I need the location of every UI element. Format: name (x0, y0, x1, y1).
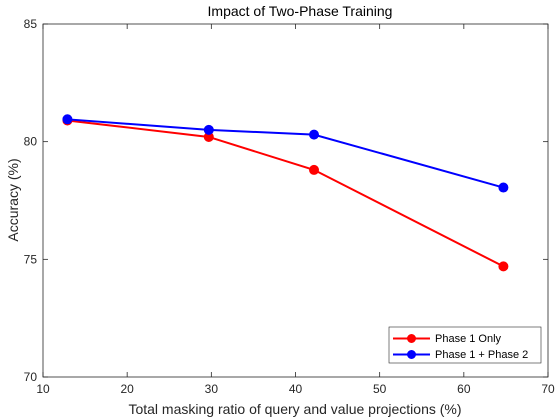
x-tick-label: 40 (289, 382, 303, 396)
series-layer (62, 114, 509, 272)
legend-entry-phase-1-only: Phase 1 Only (393, 333, 502, 345)
legend-entry-phase-1-plus-phase-2: Phase 1 + Phase 2 (393, 349, 528, 361)
y-axis-label: Accuracy (%) (5, 158, 21, 241)
data-point-phase-1-plus-phase-2 (62, 114, 73, 125)
data-point-phase-1-plus-phase-2 (309, 129, 320, 140)
chart-title: Impact of Two-Phase Training (208, 3, 393, 19)
series-phase-1-plus-phase-2 (62, 114, 509, 193)
data-point-phase-1-only (498, 261, 509, 272)
x-tick-label: 10 (36, 382, 50, 396)
y-tick-label: 75 (24, 252, 38, 266)
legend-marker-phase-1-only (407, 334, 416, 343)
series-line-phase-1-only (67, 119, 504, 268)
legend-label-phase-1-only: Phase 1 Only (435, 333, 502, 345)
data-point-phase-1-plus-phase-2 (203, 124, 214, 135)
y-tick-label: 70 (24, 370, 38, 384)
x-tick-label: 60 (457, 382, 471, 396)
legend-marker-phase-1-plus-phase-2 (407, 350, 416, 359)
y-tick-label: 85 (24, 17, 38, 31)
x-tick-label: 70 (541, 382, 555, 396)
legend-label-phase-1-plus-phase-2: Phase 1 + Phase 2 (435, 349, 528, 361)
series-line-phase-1-plus-phase-2 (67, 118, 504, 189)
plot-area (42, 23, 549, 378)
x-axis-ticks: 10 20 30 40 50 60 70 (36, 24, 555, 396)
x-tick-label: 50 (373, 382, 387, 396)
data-point-phase-1-plus-phase-2 (498, 182, 509, 193)
legend: Phase 1 Only Phase 1 + Phase 2 (388, 326, 542, 364)
y-tick-label: 80 (24, 135, 38, 149)
data-point-phase-1-only (309, 164, 320, 175)
x-tick-label: 20 (120, 382, 134, 396)
x-tick-label: 30 (205, 382, 219, 396)
y-axis-ticks: 70 75 80 85 (24, 17, 548, 384)
x-axis-label: Total masking ratio of query and value p… (128, 401, 461, 417)
